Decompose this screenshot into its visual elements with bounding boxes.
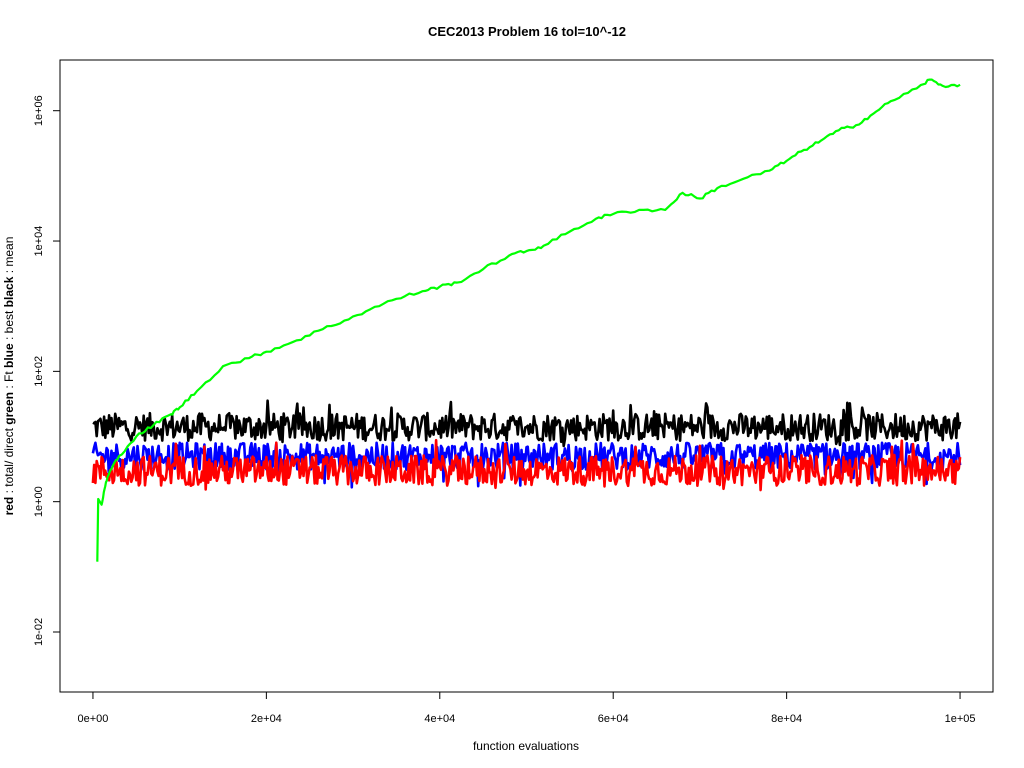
y-label-part: blue: [2, 343, 16, 368]
y-tick-label: 1e+02: [33, 356, 45, 387]
x-axis: 0e+00 2e+04 4e+04 6e+04 8e+04 1e+05: [77, 691, 976, 725]
plot-frame: [59, 59, 994, 693]
chart-title: CEC2013 Problem 16 tol=10^-12: [428, 24, 626, 39]
y-tick-label: 1e-02: [33, 618, 45, 646]
green-series-line: [96, 78, 961, 562]
x-tick-label: 1e+05: [945, 713, 976, 725]
y-label-part: green: [2, 392, 16, 425]
series-layer: [91, 78, 962, 562]
y-label-part: : mean: [2, 237, 16, 277]
y-label-part: : total/ direct: [2, 425, 16, 497]
red-series-line: [91, 438, 962, 492]
y-label-part: black: [2, 276, 16, 307]
black-series-line: [92, 399, 962, 448]
x-axis-label: function evaluations: [473, 739, 579, 753]
y-label-part: : best: [2, 307, 16, 343]
x-tick-label: 6e+04: [598, 713, 629, 725]
y-tick-label: 1e+06: [33, 95, 45, 126]
x-tick-label: 8e+04: [771, 713, 802, 725]
y-tick-label: 1e+04: [33, 226, 45, 257]
x-tick-label: 4e+04: [424, 713, 455, 725]
y-tick-label: 1e+00: [33, 486, 45, 517]
y-label-part: red: [2, 497, 16, 516]
y-axis: 1e-02 1e+00 1e+02 1e+04 1e+06: [33, 95, 61, 646]
y-axis-label: red : total/ direct green : Ft blue : be…: [2, 237, 16, 516]
y-label-part: : Ft: [2, 368, 16, 392]
x-tick-label: 0e+00: [77, 713, 108, 725]
x-tick-label: 2e+04: [251, 713, 282, 725]
